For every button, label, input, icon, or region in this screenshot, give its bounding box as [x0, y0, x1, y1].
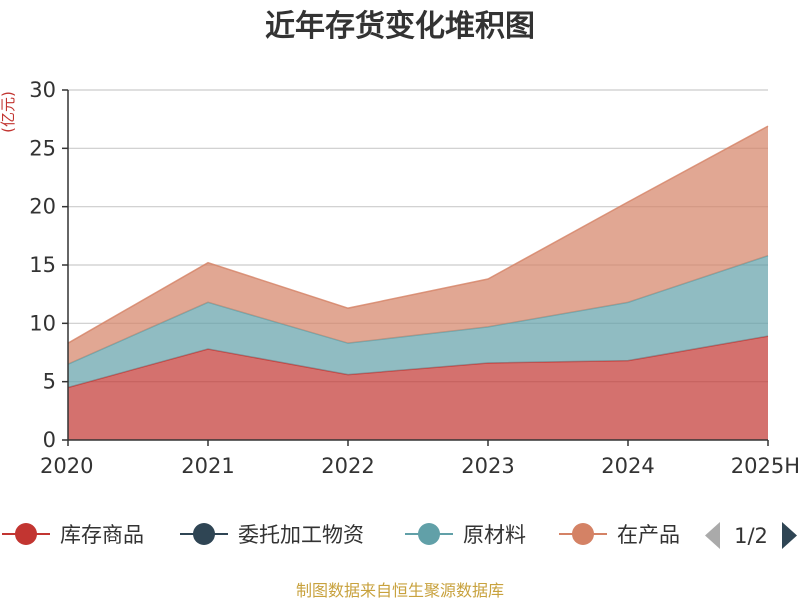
- legend-item[interactable]: 在产品: [559, 523, 680, 547]
- x-tick-label: 2023: [461, 454, 514, 478]
- source-note: 制图数据来自恒生聚源数据库: [296, 581, 504, 600]
- x-tick-label: 2024: [601, 454, 654, 478]
- legend-item[interactable]: 委托加工物资: [180, 523, 364, 547]
- chart-title: 近年存货变化堆积图: [265, 9, 535, 44]
- legend-label: 库存商品: [60, 523, 144, 547]
- legend: 库存商品 委托加工物资 原材料 在产品: [2, 523, 680, 547]
- x-tick-label: 2021: [181, 454, 234, 478]
- y-axis-unit-label: (亿元): [0, 91, 17, 133]
- triangle-right-icon[interactable]: [782, 522, 797, 549]
- y-tick-label: 15: [29, 253, 56, 277]
- area-4: [68, 126, 768, 365]
- legend-item[interactable]: 库存商品: [2, 523, 144, 547]
- legend-label: 委托加工物资: [238, 523, 364, 547]
- legend-pager: 1/2: [705, 522, 797, 549]
- y-tick-label: 30: [29, 78, 56, 102]
- y-tick-label: 20: [29, 195, 56, 219]
- legend-label: 原材料: [463, 523, 526, 547]
- x-tick-label: 2020: [40, 454, 93, 478]
- x-axis-tick-labels: 2020 2021 2022 2023 2024 2025H: [40, 454, 800, 478]
- axes: [62, 89, 769, 446]
- area-1: [68, 336, 768, 440]
- y-tick-label: 10: [29, 311, 56, 335]
- legend-circle-icon: [418, 523, 440, 545]
- y-tick-label: 0: [43, 428, 56, 452]
- legend-circle-icon: [572, 523, 594, 545]
- y-tick-label: 5: [43, 370, 56, 394]
- legend-page-indicator: 1/2: [734, 524, 768, 548]
- legend-label: 在产品: [617, 523, 680, 547]
- area-3: [68, 255, 768, 388]
- legend-circle-icon: [15, 523, 37, 545]
- legend-circle-icon: [193, 523, 215, 545]
- legend-item[interactable]: 原材料: [405, 523, 526, 547]
- y-tick-label: 25: [29, 136, 56, 160]
- area-4-edge: [67, 125, 769, 344]
- area-series: [67, 125, 769, 440]
- y-axis-tick-labels: 0 5 10 15 20 25 30: [29, 78, 56, 452]
- x-tick-label: 2025H: [731, 454, 800, 478]
- x-tick-label: 2022: [321, 454, 374, 478]
- triangle-left-icon[interactable]: [705, 522, 720, 549]
